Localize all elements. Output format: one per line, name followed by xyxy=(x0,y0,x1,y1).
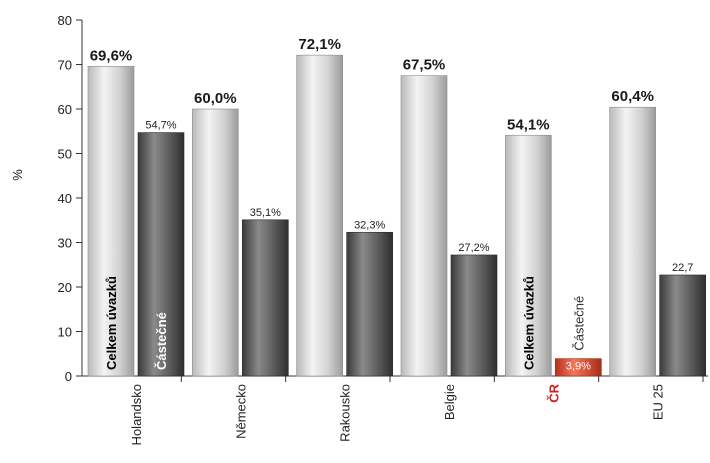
data-label-total-2: 72,1% xyxy=(298,36,341,53)
bar-total-0 xyxy=(87,65,135,377)
bar-partial-1 xyxy=(242,219,289,377)
bar-partial-2 xyxy=(346,231,393,377)
data-label-total-4: 54,1% xyxy=(507,116,550,133)
bar-total-4 xyxy=(505,134,552,377)
y-tick-label: 80 xyxy=(58,13,72,28)
bar-partial-0 xyxy=(137,132,185,377)
data-label-partial-4: 3,9% xyxy=(566,361,591,373)
data-label-partial-1: 35,1% xyxy=(250,207,281,219)
data-label-partial-3: 27,2% xyxy=(458,242,489,254)
bar-total-1 xyxy=(192,108,239,377)
data-label-total-1: 60,0% xyxy=(194,90,237,107)
axes: 0 10 20 30 40 50 60 70 80% xyxy=(10,13,708,384)
bar-total-5 xyxy=(609,106,656,377)
in-bar-label-total-4: Celkem úvazků xyxy=(521,276,536,370)
y-tick-label: 40 xyxy=(58,191,72,206)
data-label-partial-2: 32,3% xyxy=(354,219,385,231)
y-tick-label: 50 xyxy=(58,147,72,162)
bar-partial-3 xyxy=(450,254,498,377)
category-label-5: EU 25 xyxy=(651,384,666,420)
in-bar-label-partial-0: Částečné xyxy=(154,312,169,370)
data-label-total-3: 67,5% xyxy=(403,57,446,74)
category-label-3: Belgie xyxy=(442,384,457,420)
y-tick-label: 30 xyxy=(58,236,72,251)
data-labels: 69,6% 54,7% Celkem úvazků Částečné 60,0% 35,1… xyxy=(90,36,694,372)
data-label-partial-0: 54,7% xyxy=(145,120,176,132)
data-label-partial-5: 22,7 xyxy=(672,262,693,274)
in-bar-label-partial-4: Částečné xyxy=(571,296,586,351)
category-label-4: ČR xyxy=(546,383,561,402)
y-axis-label: % xyxy=(10,169,25,181)
y-tick-label: 0 xyxy=(65,369,72,384)
bar-partial-5 xyxy=(659,274,706,377)
data-label-total-0: 69,6% xyxy=(90,47,133,64)
data-label-total-5: 60,4% xyxy=(611,88,654,105)
y-tick-label: 70 xyxy=(58,58,72,73)
y-tick-label: 60 xyxy=(58,102,72,117)
bar-partial-4 xyxy=(555,358,602,377)
y-tick-label: 10 xyxy=(58,325,72,340)
category-labels: Holandsko Německo Rakousko Belgie ČR EU 25 xyxy=(129,383,666,445)
bars xyxy=(87,54,706,377)
category-label-0: Holandsko xyxy=(129,384,144,445)
category-label-2: Rakousko xyxy=(338,384,353,442)
y-tick-label: 20 xyxy=(58,280,72,295)
bar-total-3 xyxy=(400,75,448,377)
bar-total-2 xyxy=(296,54,343,377)
in-bar-label-total-0: Celkem úvazků xyxy=(104,276,119,370)
category-label-1: Německo xyxy=(233,384,248,439)
